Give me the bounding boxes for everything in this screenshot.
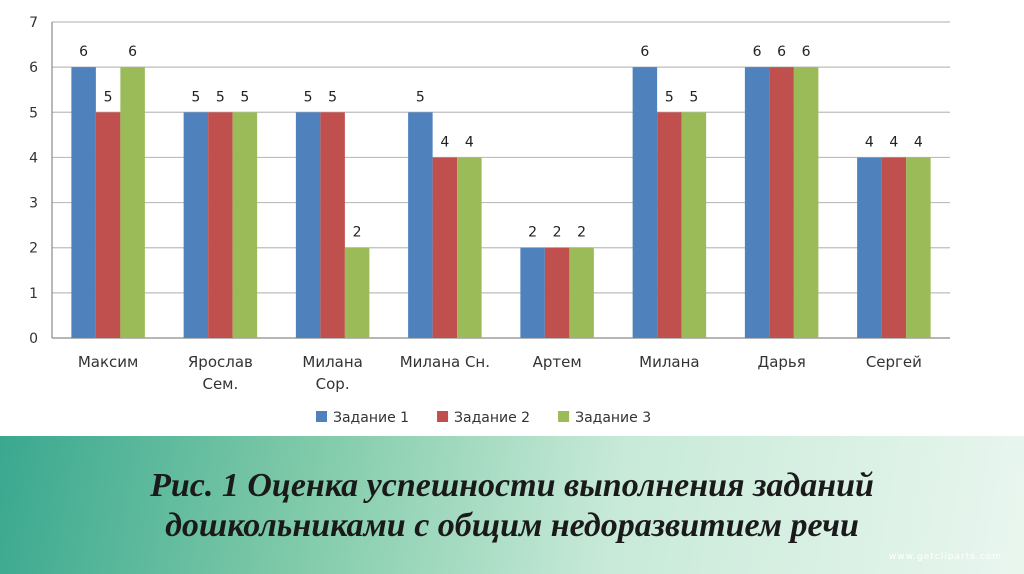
bar — [569, 247, 594, 338]
y-tick-label: 6 — [29, 60, 38, 76]
watermark: www.getcliparts.com — [888, 552, 1002, 562]
figure-caption: Рис. 1 Оценка успешности выполнения зада… — [0, 466, 1024, 546]
bar — [544, 247, 570, 338]
x-tick-label: Артем — [533, 353, 582, 371]
legend-swatch — [558, 411, 570, 422]
bar — [632, 67, 658, 339]
data-label: 5 — [416, 89, 425, 105]
bar — [457, 157, 482, 338]
data-label: 2 — [528, 225, 537, 241]
legend-swatch — [437, 411, 449, 422]
x-tick-label: Милана Сн. — [400, 353, 490, 371]
bar — [906, 157, 931, 338]
bar — [793, 67, 819, 339]
data-label: 6 — [802, 44, 811, 60]
data-label: 6 — [777, 44, 786, 60]
data-label: 2 — [353, 225, 362, 241]
caption-line-2: дошкольниками с общим недоразвитием речи — [165, 507, 859, 544]
data-label: 4 — [465, 134, 474, 150]
bar — [681, 112, 707, 339]
y-tick-label: 5 — [29, 105, 38, 121]
bar — [408, 112, 433, 339]
x-tick-label: Сем. — [202, 375, 238, 393]
bar — [657, 112, 682, 339]
x-tick-label: Максим — [78, 353, 139, 371]
legend-label: Задание 3 — [575, 410, 651, 426]
bar — [320, 112, 345, 339]
bar — [120, 67, 145, 339]
y-tick-label: 2 — [29, 241, 38, 257]
data-label: 4 — [889, 134, 898, 150]
x-tick-label: Сергей — [866, 353, 922, 371]
data-label: 5 — [689, 89, 698, 105]
legend-label: Задание 2 — [454, 410, 530, 426]
data-label: 5 — [191, 89, 200, 105]
bar — [232, 112, 258, 339]
legend-label: Задание 1 — [333, 410, 409, 426]
data-label: 4 — [440, 134, 449, 150]
bar — [769, 67, 794, 339]
y-tick-label: 1 — [29, 286, 38, 302]
bar — [208, 112, 233, 339]
data-label: 2 — [577, 225, 586, 241]
bar — [295, 112, 321, 339]
caption-band — [0, 436, 1024, 574]
data-label: 6 — [128, 44, 137, 60]
y-tick-label: 3 — [29, 196, 38, 212]
data-label: 5 — [304, 89, 313, 105]
data-label: 4 — [914, 134, 923, 150]
y-tick-label: 0 — [29, 331, 38, 347]
data-label: 5 — [240, 89, 249, 105]
x-tick-label: Ярослав — [188, 353, 253, 371]
x-tick-label: Милана — [639, 353, 699, 371]
data-label: 5 — [216, 89, 225, 105]
data-label: 6 — [79, 44, 88, 60]
legend-swatch — [316, 411, 327, 422]
data-label: 2 — [553, 225, 562, 241]
data-label: 5 — [665, 89, 674, 105]
bar — [881, 157, 907, 338]
bar — [744, 67, 770, 339]
data-label: 4 — [865, 134, 874, 150]
x-tick-label: Сор. — [316, 375, 350, 393]
y-tick-label: 4 — [29, 150, 38, 166]
data-label: 6 — [753, 44, 762, 60]
data-label: 5 — [328, 89, 337, 105]
bar — [432, 157, 458, 338]
bar — [95, 112, 121, 339]
bar — [857, 157, 882, 338]
bar — [183, 112, 209, 339]
bar — [520, 247, 545, 338]
data-label: 5 — [104, 89, 113, 105]
bar — [344, 247, 370, 338]
caption-line-1: Рис. 1 Оценка успешности выполнения зада… — [150, 467, 874, 504]
x-tick-label: Дарья — [757, 353, 805, 371]
data-label: 6 — [640, 44, 649, 60]
x-tick-label: Милана — [302, 353, 362, 371]
bar — [71, 67, 96, 339]
y-tick-label: 7 — [29, 15, 38, 31]
